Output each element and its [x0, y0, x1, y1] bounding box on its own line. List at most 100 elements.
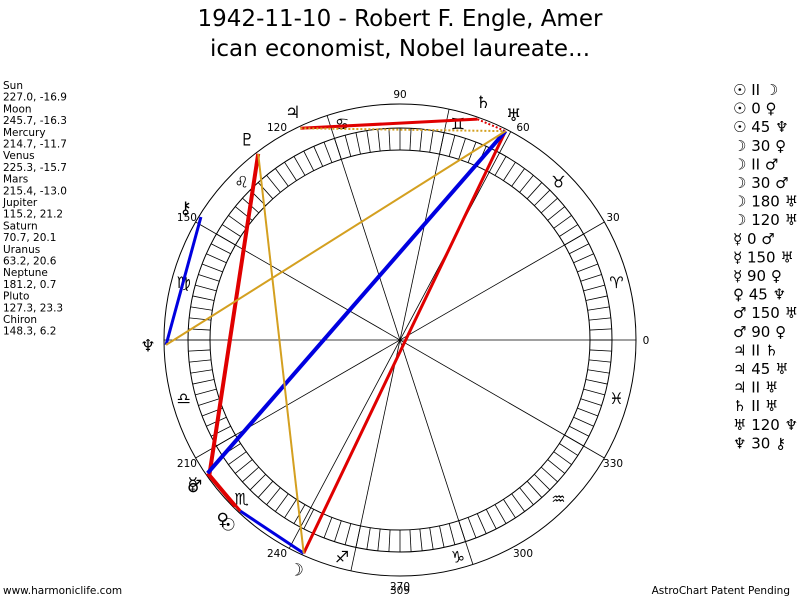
- ring-tick: [589, 349, 612, 352]
- aspect-entry: ♃ II ♄: [733, 341, 778, 359]
- ring-tick: [547, 206, 566, 221]
- ring-tick: [189, 359, 212, 363]
- ring-tick: [190, 369, 213, 374]
- planet-name: Uranus: [3, 244, 40, 256]
- ring-tick: [195, 284, 217, 292]
- aspect-entry: ☉ 45 ♆: [733, 118, 789, 136]
- ring-tick: [198, 274, 220, 282]
- footer-right: AstroChart Patent Pending: [652, 585, 790, 597]
- planet-coords: 127.3, 23.3: [3, 302, 63, 314]
- ring-tick: [323, 517, 333, 539]
- ring-tick: [585, 379, 608, 385]
- ring-tick: [526, 480, 543, 498]
- ring-tick: [559, 443, 579, 456]
- ring-tick: [409, 529, 412, 552]
- ring-tick: [429, 527, 434, 550]
- footer-center: 309: [390, 585, 410, 597]
- planet-glyph: ⚷: [179, 199, 191, 219]
- ring-tick: [210, 243, 231, 255]
- aspect-line: [257, 153, 305, 554]
- planet-coords: 63.2, 20.6: [3, 256, 57, 268]
- ring-tick: [228, 451, 247, 465]
- ring-tick: [206, 253, 227, 264]
- planet-name: Moon: [3, 103, 32, 115]
- spoke: [195, 221, 605, 459]
- ring-tick: [553, 215, 572, 229]
- title-line: 1942-11-10 - Robert F. Engle, Amer: [198, 6, 603, 32]
- zodiac-sign: ♐: [335, 547, 349, 566]
- aspect-entry: ☿ 90 ♀: [733, 267, 782, 285]
- aspect-entry: ☽ 180 ♅: [733, 193, 798, 211]
- zodiac-sign: ♉: [551, 173, 565, 192]
- ring-tick: [588, 317, 611, 321]
- ring-tick: [485, 509, 497, 530]
- aspect-entry: ☉ 0 ♀: [733, 100, 777, 118]
- aspect-entry: ☽ II ♂: [733, 155, 778, 173]
- ring-tick: [448, 135, 456, 157]
- ring-tick: [221, 224, 241, 237]
- zodiac-sign: ♈: [609, 273, 623, 292]
- aspect-entry: ♃ 45 ♅: [733, 360, 789, 378]
- aspect-line: [164, 216, 203, 346]
- ring-tick: [275, 168, 289, 187]
- planet-coords: 148.3, 6.2: [3, 326, 56, 338]
- ring-tick: [388, 128, 391, 151]
- ring-tick: [188, 349, 211, 352]
- ring-tick: [190, 306, 213, 311]
- ring-tick: [334, 520, 342, 542]
- ring-tick: [366, 130, 371, 153]
- ring-tick: [234, 459, 253, 474]
- aspect-line: [476, 118, 506, 133]
- planet-name: Mercury: [3, 127, 46, 139]
- ring-tick: [409, 128, 412, 151]
- aspect-entry: ☿ 0 ♂: [733, 230, 775, 248]
- aspect-entry: ♅ 120 ♆: [733, 416, 798, 434]
- degree-label: 120: [267, 122, 287, 134]
- ring-tick: [511, 493, 525, 512]
- aspect-entry: ☽ 30 ♂: [733, 174, 789, 192]
- ring-tick: [534, 189, 551, 206]
- ring-tick: [201, 263, 223, 273]
- aspect-line: [239, 509, 305, 555]
- ring-tick: [257, 182, 274, 200]
- ring-tick: [419, 528, 423, 551]
- ring-tick: [503, 499, 516, 519]
- ring-tick: [583, 284, 605, 292]
- planet-glyph: ☉: [221, 515, 236, 535]
- ring-tick: [429, 130, 434, 153]
- ring-tick: [580, 398, 602, 406]
- aspect-line: [302, 130, 507, 554]
- ring-tick: [303, 509, 315, 530]
- ring-tick: [284, 499, 297, 519]
- ring-tick: [419, 129, 423, 152]
- zodiac-sign: ♏: [234, 489, 248, 508]
- zodiac-sign: ♒: [551, 489, 565, 508]
- ring-tick: [377, 129, 381, 152]
- title-line: ican economist, Nobel laureate...: [210, 36, 590, 62]
- planet-glyph: ♃: [285, 103, 300, 123]
- degree-label: 60: [516, 122, 529, 134]
- ring-tick: [588, 359, 611, 363]
- ring-tick: [526, 182, 543, 200]
- aspect-entry: ♂ 150 ♅: [733, 304, 798, 322]
- ring-tick: [580, 274, 602, 282]
- ring-tick: [323, 141, 333, 163]
- degree-label: 0: [643, 335, 650, 347]
- ring-tick: [503, 161, 516, 181]
- planet-coords: 70.7, 20.1: [3, 232, 56, 244]
- ring-tick: [534, 474, 551, 491]
- ring-tick: [573, 416, 594, 427]
- planet-coords: 225.3, -15.7: [3, 162, 67, 174]
- ring-tick: [540, 466, 558, 483]
- ring-tick: [458, 138, 466, 160]
- planet-glyph: ♀: [217, 510, 229, 530]
- planet-coords: 215.4, -13.0: [3, 185, 67, 197]
- ring-tick: [569, 243, 590, 255]
- planet-coords: 181.2, 0.7: [3, 279, 56, 291]
- ring-tick: [228, 215, 247, 229]
- ring-tick: [494, 156, 507, 176]
- ring-tick: [553, 451, 572, 465]
- aspect-entry: ☿ 150 ♅: [733, 248, 794, 266]
- degree-label: 300: [513, 548, 533, 560]
